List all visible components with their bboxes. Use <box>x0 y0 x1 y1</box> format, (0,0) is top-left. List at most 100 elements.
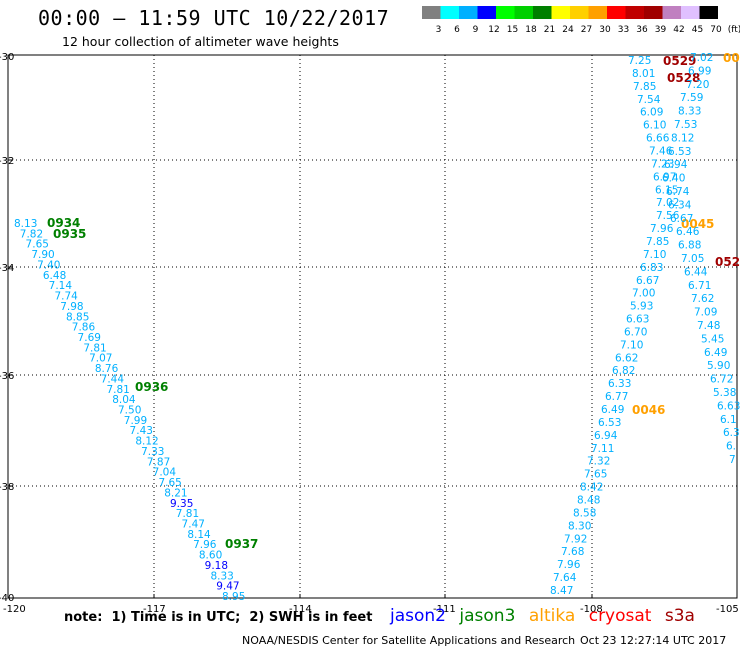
map-frame <box>7 54 738 599</box>
legend-altika: altika <box>528 606 576 626</box>
wave-height-value: 5.38 <box>713 387 736 399</box>
colorbar-label: 45 <box>692 25 703 34</box>
wave-height-value: 6.72 <box>710 374 733 386</box>
wave-height-value: 7.86 <box>72 322 96 334</box>
wave-height-value: 7.10 <box>620 339 643 351</box>
wave-height-value: 6.48 <box>43 270 66 282</box>
wave-height-value: 7.81 <box>106 384 129 396</box>
pass-label: 0045 <box>681 217 714 231</box>
wave-height-value: 7.59 <box>680 92 703 104</box>
colorbar-swatch <box>422 6 441 19</box>
wave-height-value: 6.97 <box>653 171 676 183</box>
colorbar-label: 27 <box>581 25 592 34</box>
wave-height-value: 8.14 <box>187 529 211 541</box>
colorbar-label: 18 <box>525 25 537 34</box>
lat-label: -40 <box>0 593 14 604</box>
wave-height-value: 8.12 <box>135 436 158 448</box>
wave-height-value: 9.35 <box>170 498 193 510</box>
tick-marks <box>8 159 593 598</box>
wave-height-value: 7.81 <box>83 342 106 354</box>
wave-height-value: 6.88 <box>678 240 701 252</box>
wave-height-value: 6.67 <box>636 275 659 287</box>
colorbar-label: 24 <box>562 25 574 34</box>
colorbar-label: 6 <box>454 25 460 34</box>
colorbar-label: 70 <box>710 25 722 34</box>
wave-height-value: 6.63 <box>717 400 740 412</box>
wave-height-value: 8.13 <box>14 218 37 230</box>
wave-height-value: 7.87 <box>147 456 170 468</box>
wave-height-value: 8.60 <box>199 550 222 562</box>
wave-height-value: 6.09 <box>640 107 663 119</box>
colorbar-label: 30 <box>599 25 611 34</box>
lon-label: -117 <box>143 604 166 615</box>
colorbar-swatch <box>514 6 533 19</box>
wave-height-value: 8.47 <box>550 585 573 597</box>
lon-label: -114 <box>289 604 312 615</box>
wave-height-value: 7.90 <box>31 249 54 261</box>
wave-height-value: 7.10 <box>643 249 666 261</box>
colorbar-label: 15 <box>507 25 518 34</box>
colorbar-swatch <box>551 6 570 19</box>
pass-time-labels: 0934 0935 0936 0937 0529 0528 0045 052 0… <box>47 51 740 551</box>
latitude-labels: -30 -32 -34 -36 -38 -40 <box>0 52 14 604</box>
units-note: note: 1) Time is in UTC; 2) SWH is in fe… <box>64 610 373 625</box>
lat-label: -30 <box>0 52 14 63</box>
wave-height-value: 8.12 <box>671 132 694 144</box>
wave-height-value: 6.1 <box>720 414 737 426</box>
wave-height-value: 8.76 <box>95 363 119 375</box>
wave-height-value: 7.65 <box>584 469 607 481</box>
satellite-legend: jason2 jason3 altika cryosat s3a <box>390 606 703 626</box>
wave-height-value: 7.44 <box>101 373 125 385</box>
lat-label: -36 <box>0 371 14 382</box>
wave-height-value: 7 <box>729 454 736 466</box>
colorbar-swatch <box>440 6 459 19</box>
colorbar-swatch <box>496 6 515 19</box>
wave-height-value: 7.02 <box>690 52 713 64</box>
wave-height-value: 5.90 <box>707 360 730 372</box>
pass-label: 0046 <box>632 403 665 417</box>
wave-height-value: 9.18 <box>205 560 228 572</box>
lat-label: -34 <box>0 263 14 274</box>
wave-height-value: 7.14 <box>49 280 73 292</box>
longitude-labels: -120 -117 -114 -111 -108 -105 <box>3 604 739 615</box>
wave-height-value: 6.94 <box>594 430 618 442</box>
legend-jason3: jason3 <box>459 606 516 626</box>
colorbar-swatch <box>570 6 589 19</box>
lat-label: -32 <box>0 156 14 167</box>
colorbar-label: 42 <box>673 25 684 34</box>
wave-height-value: 6.53 <box>668 146 691 158</box>
observation-values: 8.137.827.657.907.406.487.147.747.988.85… <box>14 52 740 603</box>
wave-height-value: 8.33 <box>210 570 233 582</box>
colorbar-label: 21 <box>544 25 555 34</box>
wave-height-value: 7.00 <box>632 288 655 300</box>
wave-height-value: 6.94 <box>664 159 688 171</box>
map-subtitle: 12 hour collection of altimeter wave hei… <box>62 34 339 49</box>
wave-height-value: 6.15 <box>655 184 678 196</box>
wave-height-value: 7.32 <box>587 456 610 468</box>
wave-height-value: 7.50 <box>118 405 141 417</box>
wave-height-value: 6.66 <box>646 133 670 145</box>
lon-label: -120 <box>3 604 26 615</box>
wave-height-value: 7.25 <box>628 55 651 67</box>
wave-height-value: 6.53 <box>598 417 621 429</box>
wave-height-value: 8.33 <box>678 106 701 118</box>
wave-height-value: 7.99 <box>124 415 147 427</box>
wave-height-value: 5.45 <box>701 333 724 345</box>
wave-height-value: 7.47 <box>182 518 205 530</box>
wave-height-value: 8.01 <box>632 68 655 80</box>
wave-height-value: 7.74 <box>54 291 78 303</box>
generated-timestamp: Oct 23 12:27:14 UTC 2017 <box>580 634 727 647</box>
wave-height-value: 8.95 <box>222 591 245 603</box>
wave-height-value: 8.85 <box>66 311 89 323</box>
colorbar-swatch <box>625 6 644 19</box>
wave-height-value: 6. <box>726 441 736 453</box>
colorbar-label: 36 <box>636 25 648 34</box>
wave-height-value: 6.82 <box>612 365 635 377</box>
wave-height-value: 7.65 <box>26 239 49 251</box>
map-title: 00:00 – 11:59 UTC 10/22/2017 <box>38 6 390 30</box>
colorbar-swatch <box>459 6 478 19</box>
wave-height-value: 7.43 <box>130 425 153 437</box>
pass-label: 00 <box>723 51 740 65</box>
colorbar-label: 9 <box>473 25 479 34</box>
pass-label: 0936 <box>135 380 168 394</box>
